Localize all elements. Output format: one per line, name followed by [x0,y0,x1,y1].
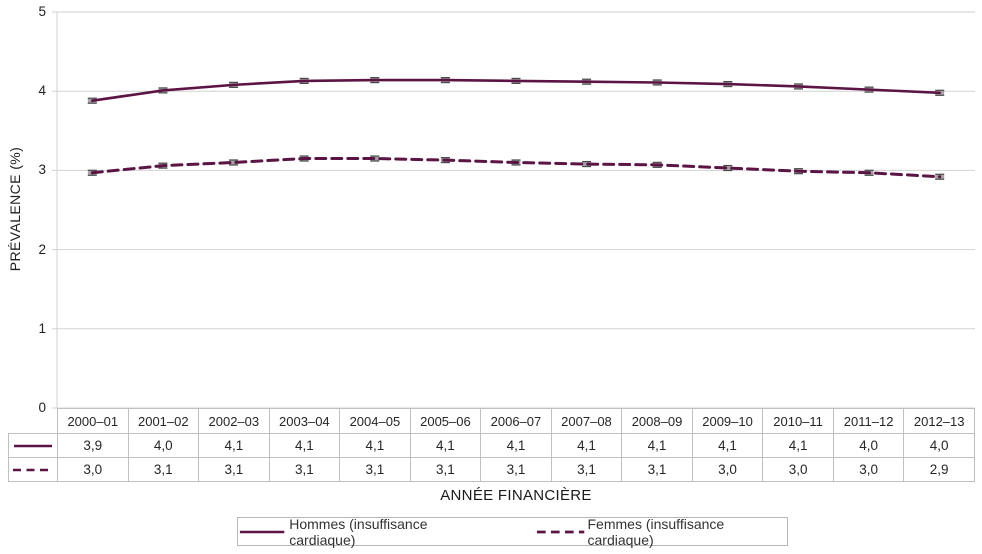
table-value-cell: 4,0 [832,433,905,458]
y-axis-tick-label: 1 [38,320,46,336]
table-value-cell: 4,1 [339,433,411,458]
year-label: 2006–07 [480,408,552,434]
table-value-cell: 3,1 [621,457,693,482]
table-value-cell: 4,0 [903,433,975,458]
year-label: 2001–02 [127,408,200,434]
table-value-cell: 3,1 [268,457,341,482]
y-axis-tick-label: 4 [38,83,46,99]
table-value-cell: 3,1 [339,457,411,482]
table-value-cell: 4,1 [762,433,834,458]
y-axis-tick-label: 2 [38,241,46,257]
hommes-solid-line-key-icon [8,433,58,458]
year-label: 2011–12 [832,408,905,434]
x-axis-title: ANNÉE FINANCIÈRE [440,487,592,504]
table-value-cell: 3,0 [57,457,129,482]
table-value-cell: 3,1 [127,457,200,482]
plot-svg [52,11,975,409]
table-value-cell: 3,9 [57,433,129,458]
femmes-table-row: 3,0 3,1 3,1 3,1 3,1 3,1 3,1 3,1 3,1 3,0 3,0 3,0 2,9 [8,457,975,482]
table-value-cell: 3,1 [198,457,270,482]
table-value-cell: 3,0 [691,457,764,482]
hommes-table-row: 3,9 4,0 4,1 4,1 4,1 4,1 4,1 4,1 4,1 4,1 4,1 4,0 4,0 [8,433,975,458]
year-label: 2003–04 [268,408,341,434]
y-axis-tick-label: 0 [38,400,46,415]
year-label: 2009–10 [691,408,764,434]
table-corner-cell [8,408,58,434]
table-value-cell: 3,1 [480,457,552,482]
chart-data-table: 2000–01 2001–02 2002–03 2003–04 2004–05 2005–… [8,408,975,482]
legend-label-hommes: Hommes (insuffisance cardiaque) [289,515,428,548]
y-axis-tick-label: 3 [38,162,46,178]
year-label: 2000–01 [57,408,129,434]
legend-entry-femmes: Femmes (insuffisance cardiaque) [536,516,787,548]
table-value-cell: 4,1 [480,433,552,458]
table-value-cell: 4,1 [268,433,341,458]
table-value-cell: 3,1 [550,457,623,482]
year-label: 2002–03 [198,408,270,434]
table-value-cell: 4,1 [691,433,764,458]
plot-area [52,11,975,409]
y-axis-title: PRÉVALENCE (%) [7,146,23,272]
year-label: 2010–11 [762,408,834,434]
year-label: 2008–09 [621,408,693,434]
year-header-row: 2000–01 2001–02 2002–03 2003–04 2004–05 2005–… [8,408,975,434]
table-value-cell: 4,0 [127,433,200,458]
table-value-cell: 3,0 [762,457,834,482]
table-value-cell: 3,0 [832,457,905,482]
legend-label-femmes: Femmes (insuffisance cardiaque) [587,515,725,548]
femmes-dashed-line-sample-icon [537,530,585,533]
table-value-cell: 4,1 [621,433,693,458]
hommes-solid-line-sample-icon [239,530,285,533]
year-label: 2005–06 [409,408,482,434]
year-label: 2004–05 [339,408,411,434]
table-value-cell: 2,9 [903,457,975,482]
legend: Hommes (insuffisance cardiaque) Femmes (… [237,516,788,548]
y-axis-tick-label: 5 [38,4,46,19]
table-value-cell: 3,1 [409,457,482,482]
table-value-cell: 4,1 [198,433,270,458]
table-value-cell: 4,1 [409,433,482,458]
year-label: 2007–08 [550,408,623,434]
year-label: 2012–13 [903,408,975,434]
table-value-cell: 4,1 [550,433,623,458]
femmes-dashed-line-key-icon [8,457,58,482]
legend-entry-hommes: Hommes (insuffisance cardiaque) [238,516,490,548]
